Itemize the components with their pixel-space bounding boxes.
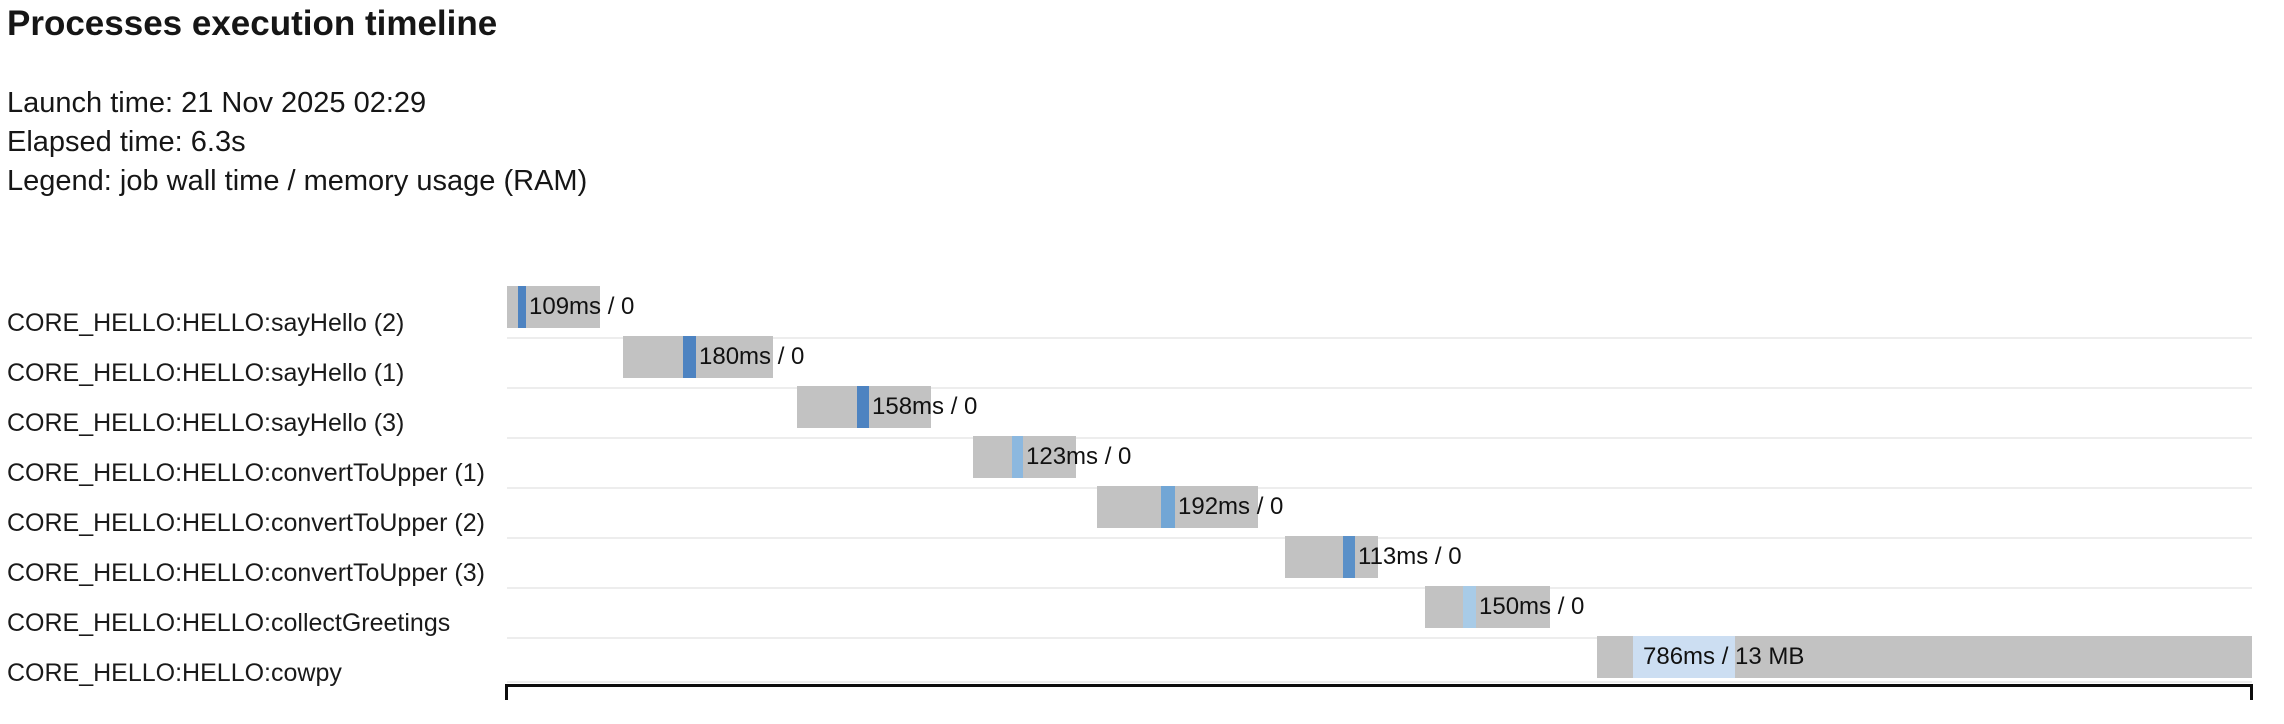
row-gridline (507, 387, 2252, 389)
wall-time-stripe (857, 386, 869, 428)
process-label: CORE_HELLO:HELLO:collectGreetings (7, 609, 451, 637)
job-value-label: 109ms / 0 (529, 293, 635, 320)
launch-time-line: Launch time: 21 Nov 2025 02:29 (7, 87, 427, 119)
wall-time-stripe (1161, 486, 1175, 528)
wall-time-stripe (1343, 536, 1355, 578)
elapsed-time-line: Elapsed time: 6.3s (7, 126, 246, 158)
job-bar[interactable] (1425, 586, 1550, 628)
job-bar[interactable] (973, 436, 1076, 478)
process-label: CORE_HELLO:HELLO:convertToUpper (3) (7, 559, 485, 587)
process-label: CORE_HELLO:HELLO:sayHello (3) (7, 409, 405, 437)
job-value-label: 180ms / 0 (699, 343, 805, 370)
row-gridline (507, 537, 2252, 539)
wall-time-stripe (518, 286, 526, 328)
job-bar[interactable] (1597, 636, 2252, 678)
job-bar[interactable] (507, 286, 600, 328)
bottom-section-box (505, 684, 2253, 700)
job-value-label: 150ms / 0 (1479, 593, 1585, 620)
wall-time-stripe (1012, 436, 1023, 478)
job-value-label: 192ms / 0 (1178, 493, 1284, 520)
job-bar[interactable] (797, 386, 931, 428)
wall-time-stripe (683, 336, 696, 378)
job-value-label: 123ms / 0 (1026, 443, 1132, 470)
row-gridline (507, 487, 2252, 489)
row-gridline (507, 337, 2252, 339)
job-value-label: 786ms / 13 MB (1643, 643, 1805, 670)
legend-line: Legend: job wall time / memory usage (RA… (7, 165, 588, 197)
process-label: CORE_HELLO:HELLO:sayHello (2) (7, 309, 405, 337)
job-value-label: 113ms / 0 (1358, 543, 1462, 570)
job-bar[interactable] (623, 336, 773, 378)
row-gridline (507, 587, 2252, 589)
row-gridline (507, 637, 2252, 639)
job-value-label: 158ms / 0 (872, 393, 978, 420)
process-label: CORE_HELLO:HELLO:sayHello (1) (7, 359, 405, 387)
page-title: Processes execution timeline (7, 4, 498, 43)
wall-time-stripe (1633, 636, 1735, 678)
process-label: CORE_HELLO:HELLO:convertToUpper (2) (7, 509, 485, 537)
row-gridline (507, 437, 2252, 439)
job-bar[interactable] (1285, 536, 1378, 578)
process-label: CORE_HELLO:HELLO:cowpy (7, 659, 342, 687)
meta-block: Launch time: 21 Nov 2025 02:29 Elapsed t… (7, 84, 587, 201)
process-label: CORE_HELLO:HELLO:convertToUpper (1) (7, 459, 485, 487)
job-bar[interactable] (1097, 486, 1258, 528)
row-gridline (507, 681, 2252, 683)
wall-time-stripe (1463, 586, 1476, 628)
